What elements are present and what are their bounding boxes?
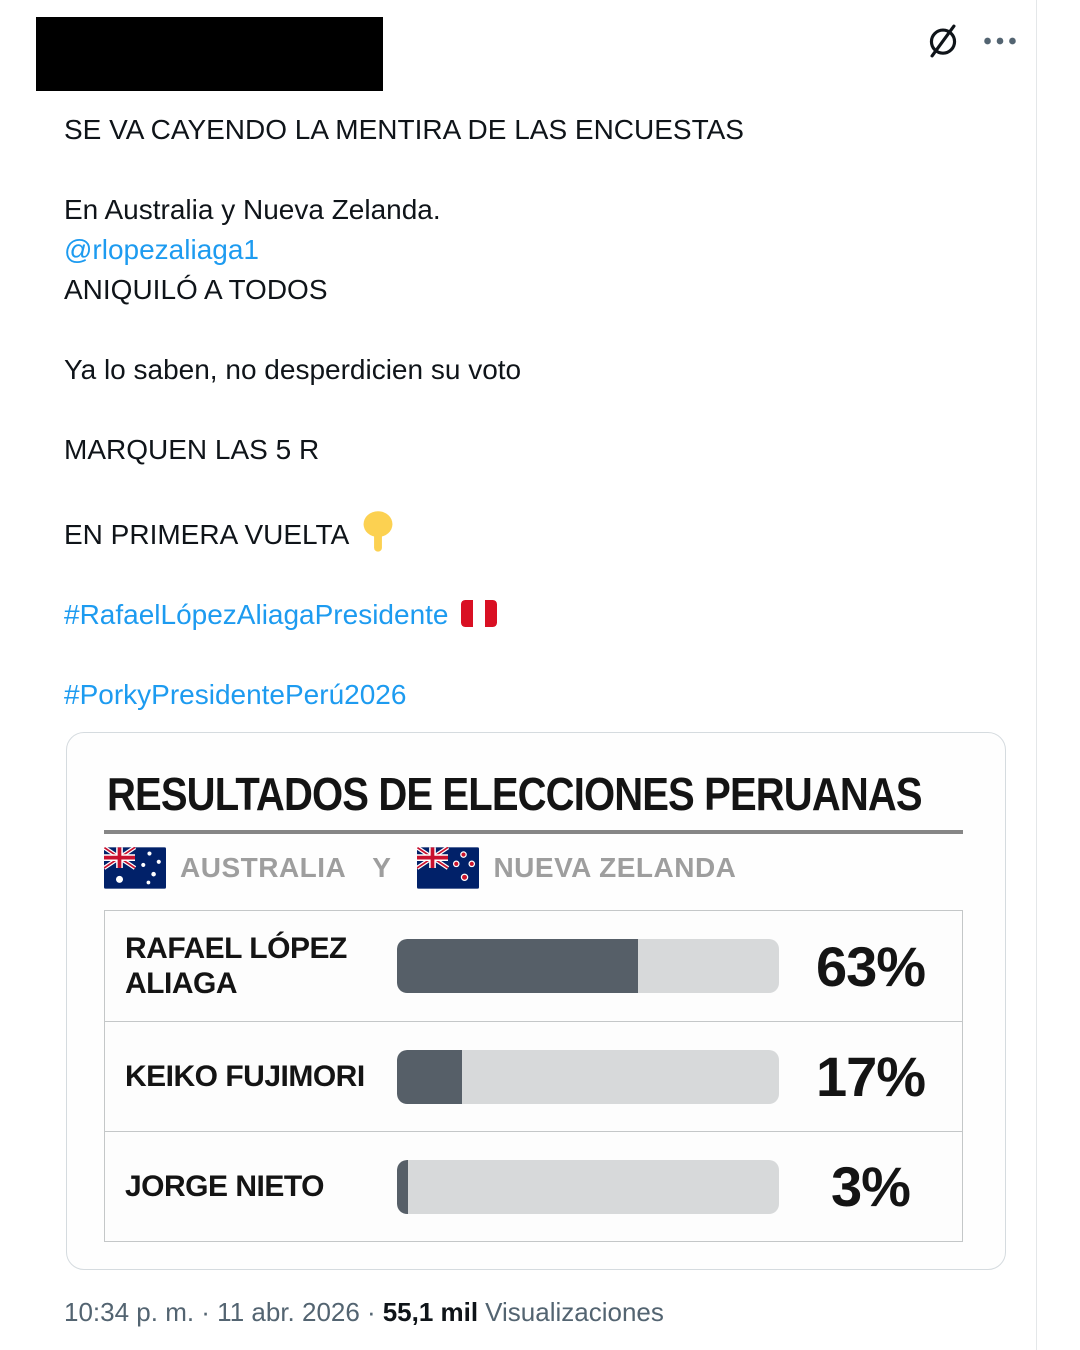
card-subtitle: AUSTRALIA Y NUEVA ZELANDA	[104, 847, 1005, 889]
tweet-line: En Australia y Nueva Zelanda.	[64, 194, 441, 225]
result-bar-fill	[397, 1159, 409, 1214]
result-bar-track	[397, 1049, 779, 1104]
result-row-keiko-fujimori: KEIKO FUJIMORI 17%	[105, 1021, 962, 1131]
result-bar-track	[397, 939, 779, 993]
tweet-line: ANIQUILÓ A TODOS	[64, 274, 328, 305]
hashtag-link-1[interactable]: #RafaelLópezAliagaPresidente	[64, 599, 449, 630]
tweet-paragraph-6: #RafaelLópezAliagaPresidente	[64, 595, 1014, 635]
result-row-jorge-nieto: JORGE NIETO 3%	[105, 1131, 962, 1241]
timestamp: 10:34 p. m. · 11 abr. 2026 ·	[64, 1297, 376, 1327]
tweet-paragraph-5: EN PRIMERA VUELTA	[64, 510, 1014, 555]
ellipsis-icon	[984, 37, 1016, 45]
hashtag-link-2[interactable]: #PorkyPresidentePerú2026	[64, 679, 407, 710]
tweet-paragraph-2: En Australia y Nueva Zelanda. @rlopezali…	[64, 190, 1014, 310]
result-percentage: 17%	[815, 1045, 926, 1108]
australia-flag-icon	[104, 847, 166, 889]
views-count: 55,1 mil	[382, 1297, 479, 1327]
result-percentage: 63%	[815, 934, 926, 998]
results-table: RAFAEL LÓPEZ ALIAGA 63% KEIKO FUJIMORI 1…	[104, 910, 963, 1242]
tweet-paragraph-4: MARQUEN LAS 5 R	[64, 434, 320, 465]
country-label-australia: AUSTRALIA	[180, 852, 347, 883]
tweet-paragraph-1: SE VA CAYENDO LA MENTIRA DE LAS ENCUESTA…	[64, 114, 744, 145]
conjunction-label: Y	[372, 852, 392, 883]
result-percentage: 3%	[831, 1155, 911, 1218]
results-card-image[interactable]: RESULTADOS DE ELECCIONES PERUANAS AUSTRA…	[66, 732, 1006, 1270]
result-bar-track	[397, 1159, 779, 1214]
tweet-paragraph-7: #PorkyPresidentePerú2026	[64, 675, 1014, 715]
tweet-line: EN PRIMERA VUELTA	[64, 519, 350, 550]
pointing-down-emoji-icon	[363, 511, 393, 552]
result-bar-fill	[397, 939, 638, 993]
views-label: Visualizaciones	[485, 1297, 664, 1327]
tweet-text: SE VA CAYENDO LA MENTIRA DE LAS ENCUESTA…	[64, 102, 1014, 715]
redacted-user-info	[36, 17, 383, 91]
more-button[interactable]	[980, 30, 1020, 52]
tweet-paragraph-3: Ya lo saben, no desperdicien su voto	[64, 354, 522, 385]
result-bar-fill	[397, 1049, 462, 1104]
tweet-header-actions	[922, 20, 1020, 62]
result-row-rafael-lopez-aliaga: RAFAEL LÓPEZ ALIAGA 63%	[105, 911, 962, 1021]
grok-icon	[929, 24, 957, 58]
mention-link[interactable]: @rlopezaliaga1	[64, 234, 259, 265]
candidate-name: JORGE NIETO	[125, 1170, 325, 1203]
candidate-name: KEIKO FUJIMORI	[125, 1060, 365, 1093]
card-title: RESULTADOS DE ELECCIONES PERUANAS	[107, 768, 923, 820]
new-zealand-flag-icon	[417, 847, 480, 889]
tweet-meta: 10:34 p. m. · 11 abr. 2026 · 55,1 mil Visu…	[64, 1297, 664, 1328]
country-label-new-zealand: NUEVA ZELANDA	[493, 852, 737, 883]
card-title-divider	[104, 830, 963, 834]
grok-button[interactable]	[922, 20, 964, 62]
peru-flag-emoji-icon	[460, 600, 497, 627]
column-border	[1036, 0, 1037, 1350]
candidate-name: RAFAEL LÓPEZ ALIAGA	[125, 932, 347, 1000]
